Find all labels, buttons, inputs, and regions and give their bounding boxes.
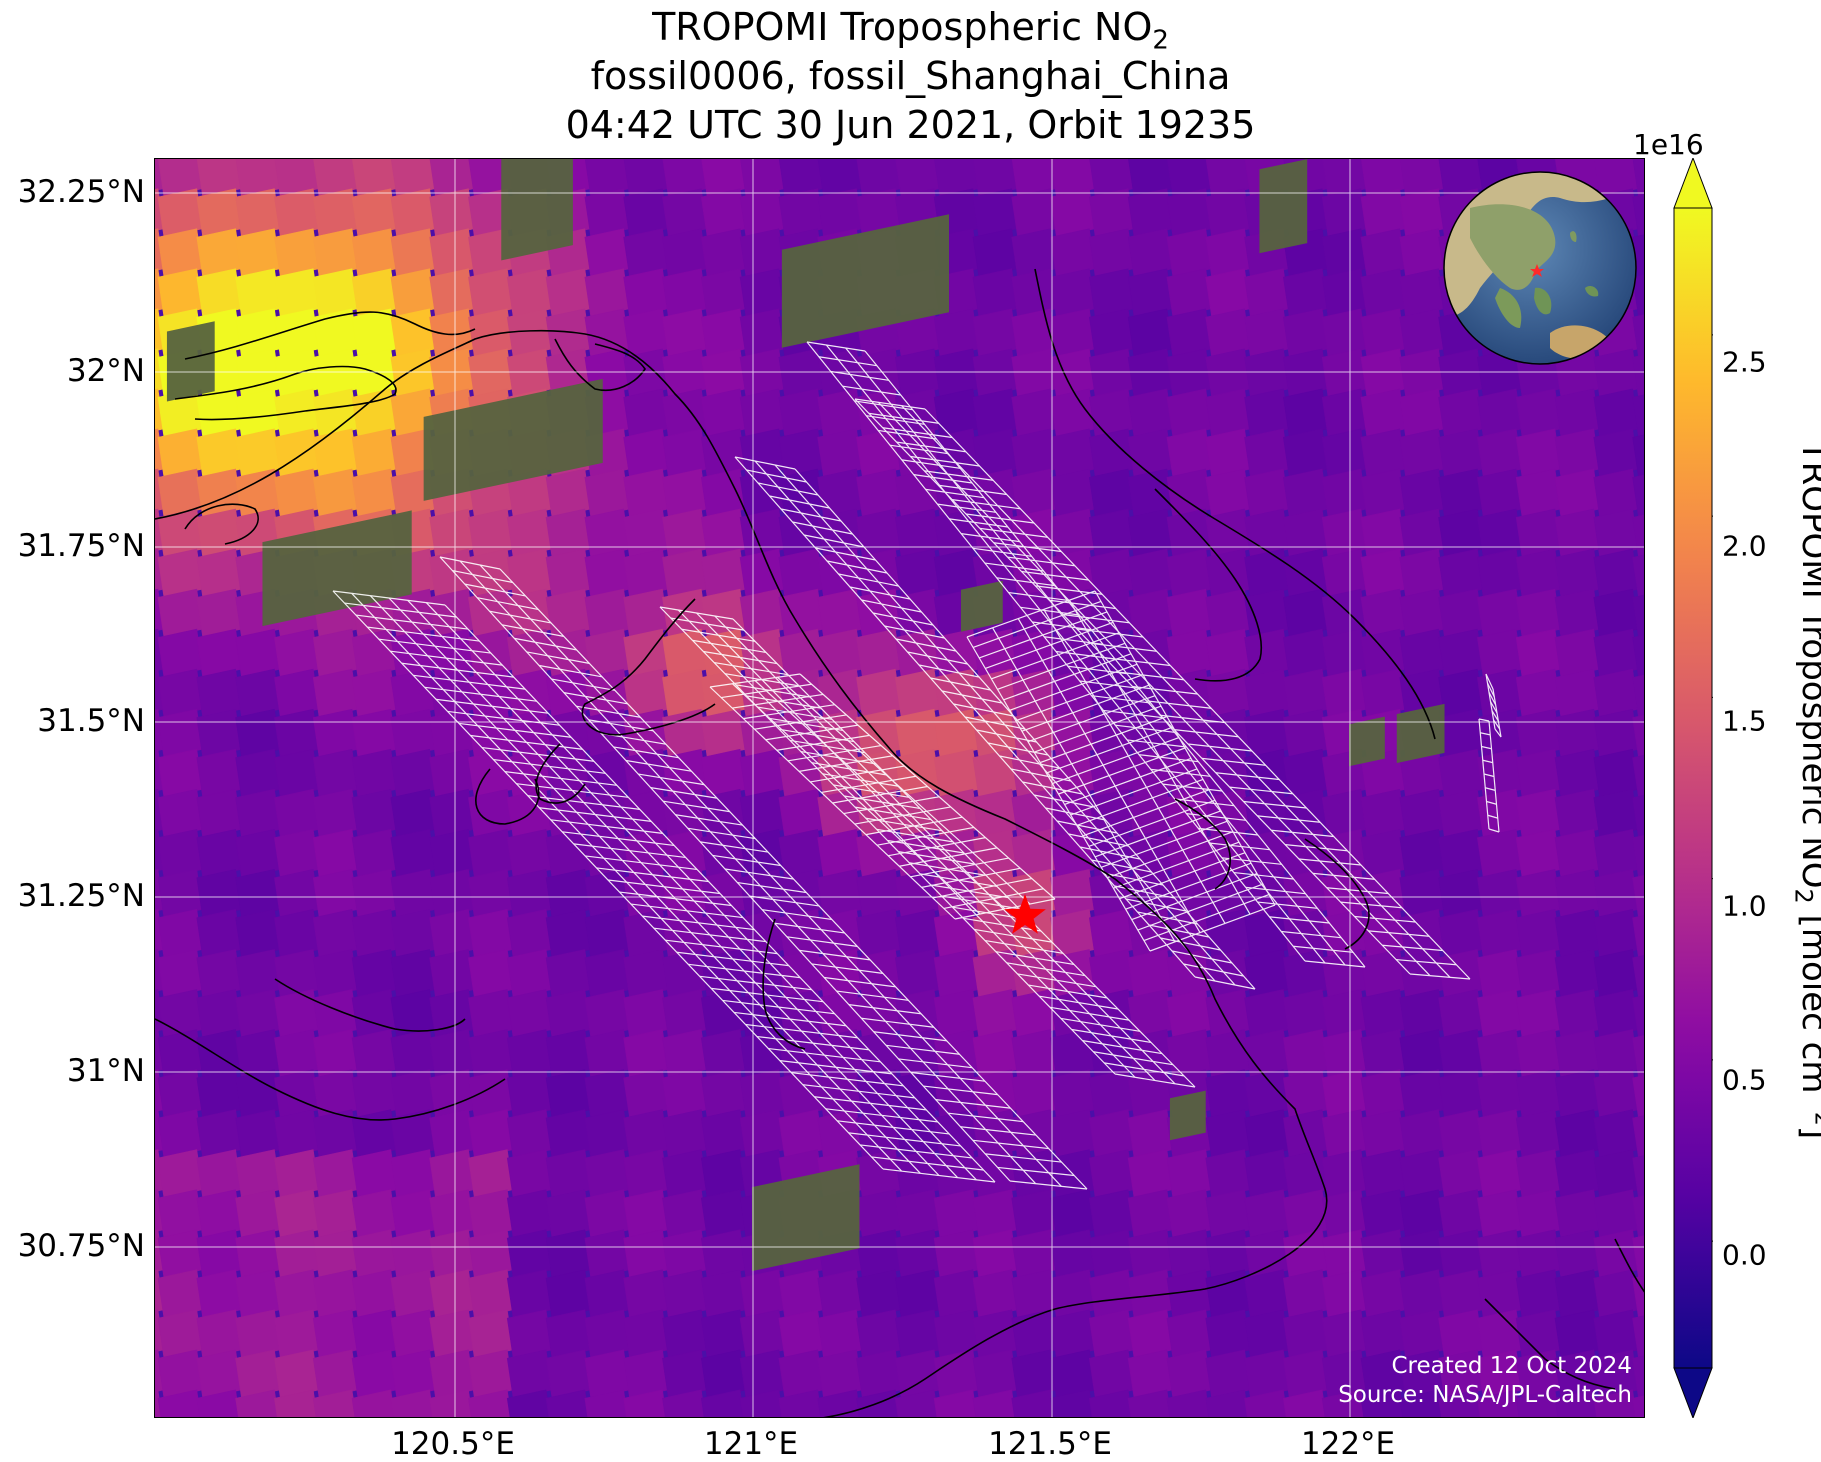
- y-tick: 31°N: [66, 1053, 145, 1089]
- colorbar-max-extend: [1673, 158, 1713, 209]
- target-star-marker: [1004, 894, 1046, 934]
- globe-inset: [1443, 171, 1637, 365]
- globe-target-star: [1530, 264, 1544, 277]
- y-tick: 31.5°N: [37, 703, 145, 739]
- colorbar-tick: 1.0: [1722, 889, 1767, 923]
- colorbar: [1673, 158, 1713, 1418]
- colorbar-tick: 1.5: [1722, 704, 1767, 738]
- gridlines: [155, 159, 1644, 1417]
- colorbar-tick: 2.5: [1722, 345, 1767, 379]
- colorbar-exponent: 1e16: [1633, 128, 1704, 161]
- map-panel[interactable]: [154, 158, 1645, 1418]
- title-line-3: 04:42 UTC 30 Jun 2021, Orbit 19235: [565, 103, 1256, 147]
- x-tick: 121.5°E: [988, 1426, 1112, 1462]
- colorbar-tick: 2.0: [1722, 529, 1767, 563]
- source-credit: Source: NASA/JPL-Caltech: [1338, 1382, 1632, 1408]
- created-date: Created 12 Oct 2024: [1391, 1353, 1632, 1379]
- colorbar-min-extend: [1673, 1367, 1713, 1418]
- y-tick: 32°N: [66, 353, 145, 389]
- x-tick: 120.5°E: [391, 1426, 515, 1462]
- x-tick: 121°E: [703, 1426, 799, 1462]
- colorbar-label: TROPOMI Tropospheric NO2 [molec cm−2]: [1789, 440, 1821, 1139]
- imagery-patches: [166, 159, 1445, 1272]
- y-tick: 32.25°N: [17, 174, 145, 210]
- footprint-grids: [332, 341, 1502, 1190]
- y-tick: 31.75°N: [17, 528, 145, 564]
- title-line-1: TROPOMI Tropospheric NO2: [652, 5, 1169, 56]
- colorbar-tick: 0.5: [1722, 1063, 1767, 1097]
- y-tick: 31.25°N: [17, 878, 145, 914]
- colorbar-tick: 0.0: [1722, 1238, 1767, 1272]
- coastline: [155, 268, 1644, 1417]
- y-tick: 30.75°N: [17, 1228, 145, 1264]
- title-line-2: fossil0006, fossil_Shanghai_China: [590, 54, 1231, 98]
- no2-map: [155, 159, 1644, 1417]
- x-tick: 122°E: [1300, 1426, 1396, 1462]
